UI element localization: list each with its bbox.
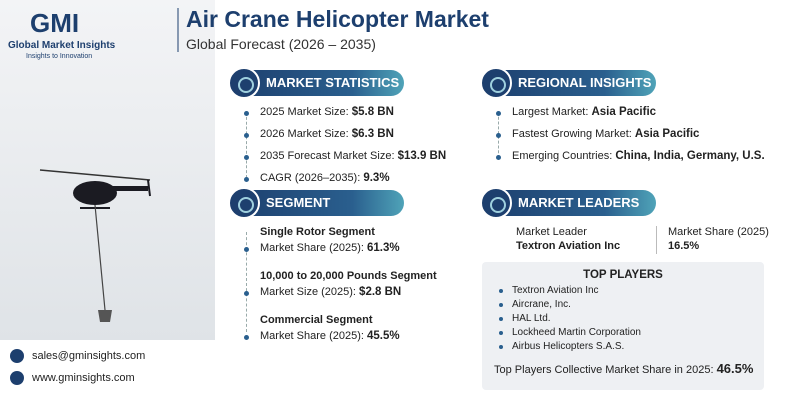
stat-item: Market Share (2025): 61.3% [260, 242, 400, 254]
section-title: SEGMENT STATISTICS [266, 195, 340, 236]
section-header: REGIONAL INSIGHTS [480, 67, 656, 99]
stat-value: Asia Pacific [634, 128, 700, 140]
stat-value: $2.8 BN [359, 286, 402, 298]
stat-value: 61.3% [367, 242, 400, 254]
stat-value: 9.3% [363, 172, 390, 184]
bullet [244, 155, 249, 160]
timeline [246, 112, 247, 178]
bullet [244, 111, 249, 116]
stat-item: Largest Market: Asia Pacific [512, 106, 656, 118]
bullet [496, 133, 501, 138]
collective-value: 46.5% [716, 361, 754, 376]
stat-item: Fastest Growing Market: Asia Pacific [512, 128, 699, 140]
brand-tagline: Insights to Innovation [26, 53, 93, 60]
stat-item: 2025 Market Size: $5.8 BN [260, 106, 394, 118]
stat-value: $6.3 BN [351, 128, 394, 140]
stat-value: $13.9 BN [397, 150, 447, 162]
stat-label: 2026 Market Size: [260, 128, 349, 140]
stat-value: $5.8 BN [351, 106, 394, 118]
brand-name: Global Market Insights [8, 40, 116, 51]
player: Aircrane, Inc. [512, 299, 571, 310]
bullet [244, 177, 249, 182]
stat-label: 2035 Forecast Market Size: [260, 150, 395, 162]
bullet [499, 345, 503, 349]
stat-value: Asia Pacific [591, 106, 657, 118]
hero-image [0, 0, 215, 400]
bullet [496, 155, 501, 160]
bullet [496, 111, 501, 116]
bullet [499, 317, 503, 321]
divider [656, 226, 657, 254]
contact-website: www.gminsights.com [32, 372, 135, 384]
section-header: SEGMENT STATISTICS [228, 187, 404, 236]
stat-item: 2026 Market Size: $6.3 BN [260, 128, 394, 140]
section-title: MARKET LEADERS [518, 195, 640, 210]
stat-label: Market Size (2025): [260, 286, 356, 298]
stat-value: 45.5% [367, 330, 400, 342]
segment-name: 10,000 to 20,000 Pounds Segment [260, 270, 437, 282]
title: Air Crane Helicopter Market [186, 6, 489, 32]
stat-label: Market Share (2025): [260, 242, 364, 254]
stat-value: China, India, Germany, U.S. [615, 150, 765, 162]
player: Textron Aviation Inc [512, 285, 599, 296]
logo: GMI [30, 8, 80, 38]
top-players-title: TOP PLAYERS [583, 269, 663, 281]
bullet [499, 331, 503, 335]
collective-label: Top Players Collective Market Share in 2… [494, 364, 714, 376]
leader-label: Market Leader [516, 226, 587, 238]
stat-item: Market Size (2025): $2.8 BN [260, 286, 401, 298]
bullet [244, 335, 249, 340]
stat-label: Fastest Growing Market: [512, 128, 632, 140]
section-title: REGIONAL INSIGHTS [518, 75, 652, 90]
segment-name: Commercial Segment [260, 314, 373, 326]
stat-label: CAGR (2026–2035): [260, 172, 361, 184]
player: HAL Ltd. [512, 313, 551, 324]
bullet [499, 289, 503, 293]
stat-item: 2035 Forecast Market Size: $13.9 BN [260, 150, 446, 162]
share-label: Market Share (2025) [668, 226, 769, 238]
subtitle: Global Forecast (2026 – 2035) [186, 36, 376, 52]
share-value: 16.5% [668, 240, 700, 252]
stat-label: Market Share (2025): [260, 330, 364, 342]
stat-label: Largest Market: [512, 106, 589, 118]
section-header: MARKET LEADERS [480, 187, 656, 219]
stat-item: Market Share (2025): 45.5% [260, 330, 400, 342]
segment-name: Single Rotor Segment [260, 226, 375, 238]
top-players-box [482, 262, 764, 390]
leader-name: Textron Aviation Inc [516, 240, 621, 252]
player: Lockheed Martin Corporation [512, 327, 641, 338]
stat-item: Emerging Countries: China, India, German… [512, 150, 765, 162]
section-header: MARKET STATISTICS [228, 67, 404, 99]
bullet [244, 247, 249, 252]
stat-label: 2025 Market Size: [260, 106, 349, 118]
bullet [499, 303, 503, 307]
stat-label: Emerging Countries: [512, 150, 613, 162]
collective-share: Top Players Collective Market Share in 2… [494, 361, 753, 376]
timeline [246, 232, 247, 332]
contact-email: sales@gminsights.com [32, 350, 146, 362]
stat-item: CAGR (2026–2035): 9.3% [260, 172, 390, 184]
section-title: MARKET STATISTICS [266, 75, 400, 90]
player: Airbus Helicopters S.A.S. [512, 341, 625, 352]
bullet [244, 133, 249, 138]
bullet [244, 291, 249, 296]
